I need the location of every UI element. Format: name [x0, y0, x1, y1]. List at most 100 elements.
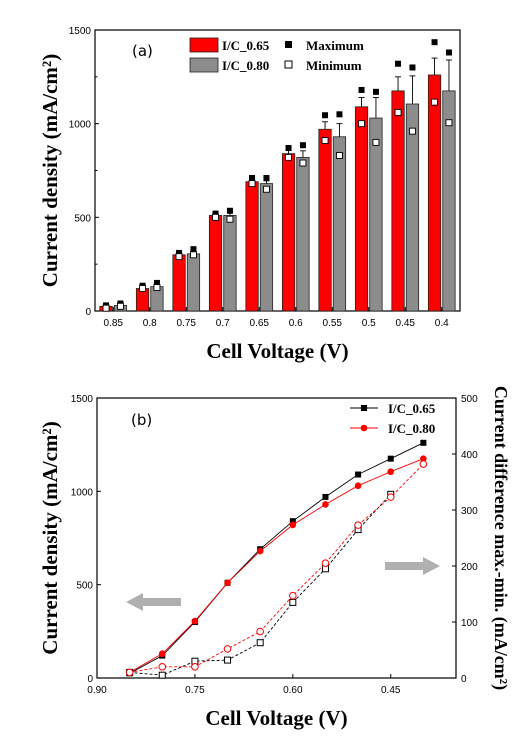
panel-b-label: (b) [131, 411, 152, 429]
x-tick-label: 0.7 [216, 318, 230, 329]
data-point [191, 617, 199, 625]
max-marker [153, 279, 160, 286]
max-marker [285, 145, 292, 152]
min-marker [117, 302, 124, 310]
x-tick-label: 0.55 [323, 318, 343, 329]
x-tick-label: 0.45 [396, 318, 416, 329]
data-point [289, 598, 297, 606]
x-tick-label: 0.75 [185, 685, 205, 696]
panel-b-y-ticks: 0 500 1000 1500 [71, 394, 101, 685]
min-marker [248, 180, 256, 188]
legend-marker [285, 41, 292, 48]
x-tick-label: 0.4 [435, 318, 449, 329]
data-point [224, 579, 231, 587]
data-point [158, 671, 166, 679]
data-point [256, 627, 264, 636]
data-point [158, 650, 166, 658]
x-tick-label: 0.65 [250, 318, 270, 329]
max-marker [299, 142, 306, 149]
data-point [420, 455, 427, 462]
min-marker [445, 119, 453, 127]
series-line [129, 493, 392, 676]
panel-b-y2-axis-title: Current difference max.-min. (mA/cm²) [490, 386, 511, 690]
min-marker [409, 127, 416, 135]
min-marker [372, 138, 380, 146]
panel-a-plot-frame [94, 29, 461, 312]
data-point [420, 439, 427, 446]
y-tick-label: 500 [74, 213, 91, 224]
max-marker [358, 86, 365, 93]
bar [369, 117, 383, 312]
data-point [289, 591, 297, 600]
legend-marker [284, 60, 293, 69]
max-marker [176, 249, 183, 256]
min-marker [358, 120, 365, 128]
x-tick-label: 0.90 [87, 685, 107, 696]
min-marker [226, 215, 234, 223]
x-tick-label: 0.6 [289, 318, 303, 329]
data-point [387, 468, 395, 476]
panel-b-x-axis-title: Cell Voltage (V) [205, 706, 347, 730]
legend-swatch [189, 37, 219, 53]
max-marker [372, 88, 379, 95]
y2-tick-label: 400 [461, 450, 478, 461]
right-arrow-icon [385, 557, 440, 575]
data-point [387, 455, 394, 462]
min-marker [285, 153, 292, 161]
min-marker [153, 284, 161, 292]
min-marker [431, 98, 438, 106]
x-tick-label: 0.75 [177, 318, 197, 329]
y-tick-label: 0 [87, 674, 93, 685]
data-point [125, 668, 134, 677]
y2-tick-label: 300 [461, 506, 478, 517]
max-marker [322, 112, 329, 119]
series-line [129, 442, 424, 674]
y2-tick-label: 0 [461, 674, 467, 685]
panel-b-axis-arrows [126, 557, 440, 611]
data-point [322, 501, 329, 508]
bar [354, 106, 369, 312]
min-marker [175, 253, 183, 261]
panel-a-bars [99, 39, 456, 312]
legend-label: I/C_0.65 [222, 38, 270, 53]
y-tick-label: 1500 [69, 26, 92, 37]
data-point [256, 547, 264, 555]
legend-label: I/C_0.80 [388, 421, 435, 436]
panel-b-legend: I/C_0.65 I/C_0.80 [350, 401, 436, 436]
panel-a-label: (a) [132, 42, 153, 60]
bar [296, 156, 310, 312]
panel-b-y2-ticks: 0 100 200 300 400 500 [452, 394, 478, 685]
data-point [289, 518, 296, 525]
data-point [354, 521, 362, 529]
bar [391, 90, 405, 312]
legend-label: I/C_0.65 [388, 401, 436, 416]
x-tick-label: 0.8 [143, 318, 157, 329]
max-marker [226, 207, 233, 214]
max-marker [395, 60, 402, 67]
bar [259, 183, 274, 312]
legend-label: Maximum [306, 38, 364, 53]
y2-tick-label: 200 [461, 562, 478, 573]
data-point [419, 460, 428, 468]
data-point [289, 521, 297, 529]
bar [186, 253, 201, 312]
max-marker [190, 246, 197, 253]
y2-tick-label: 100 [461, 618, 478, 629]
series-line [129, 458, 424, 673]
data-point [355, 471, 362, 478]
panel-a-y-ticks: 0 500 1000 1500 [69, 26, 99, 318]
min-marker [139, 285, 146, 292]
legend-label: I/C_0.80 [222, 58, 269, 73]
data-point [158, 663, 167, 671]
legend-label: Minimum [306, 58, 362, 73]
panel-a-legend: I/C_0.65 I/C_0.80 Maximum Minimum [189, 37, 364, 73]
y2-tick-label: 500 [461, 394, 478, 405]
bar [405, 103, 420, 312]
y-tick-label: 1500 [71, 394, 94, 405]
panel-b-series [125, 439, 428, 679]
bar [208, 215, 223, 312]
data-point [386, 493, 395, 501]
